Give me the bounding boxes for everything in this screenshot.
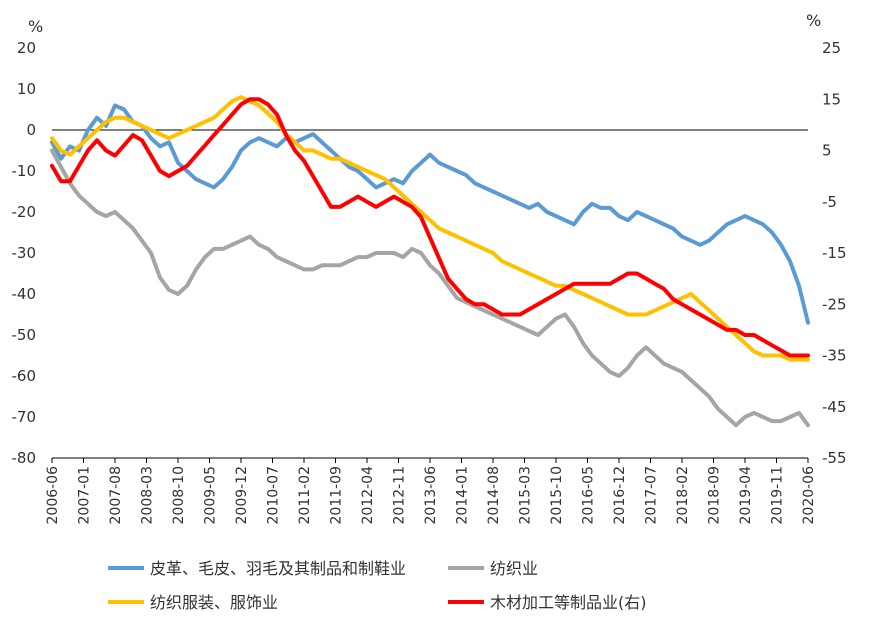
x-tick-label: 2014-08 <box>486 466 502 525</box>
x-tick-label: 2011-02 <box>297 466 313 525</box>
x-tick-label: 2018-09 <box>707 466 723 525</box>
right-tick-label: -55 <box>822 449 847 467</box>
x-tick-label: 2011-09 <box>329 466 345 525</box>
series-lines <box>50 95 810 428</box>
right-axis-ticks: 25 15 5 -5 -15 -25 -35 -45 -55 <box>822 39 847 467</box>
right-tick-label: -25 <box>822 295 847 313</box>
x-tick-label: 2008-10 <box>171 466 187 525</box>
x-tick-label: 2015-10 <box>549 466 565 525</box>
right-axis-unit: % <box>806 11 821 30</box>
x-tick-label: 2015-03 <box>518 466 534 525</box>
left-tick-label: 0 <box>26 121 36 139</box>
series-line-3 <box>50 97 810 358</box>
left-tick-label: -50 <box>12 326 37 344</box>
left-tick-label: 10 <box>17 80 36 98</box>
series-line-0 <box>50 103 810 325</box>
left-tick-label: -70 <box>12 408 37 426</box>
right-tick-label: 15 <box>822 90 841 108</box>
legend-label-3: 木材加工等制品业(右) <box>490 593 647 612</box>
legend-label-0: 皮革、毛皮、羽毛及其制品和制鞋业 <box>150 559 406 578</box>
x-tick-label: 2018-02 <box>675 466 691 525</box>
x-tick-label: 2016-12 <box>612 466 628 525</box>
x-tick-label: 2009-12 <box>234 466 250 525</box>
left-axis-ticks: 20 10 0 -10 -20 -30 -40 -50 -60 -70 -80 <box>12 39 37 467</box>
right-tick-label: 5 <box>822 142 832 160</box>
right-tick-label: -45 <box>822 398 847 416</box>
x-tick-label: 2013-06 <box>423 466 439 525</box>
x-tick-label: 2012-11 <box>392 466 408 525</box>
legend-label-2: 纺织服装、服饰业 <box>150 593 278 612</box>
x-tick-label: 2006-06 <box>45 466 61 525</box>
x-tick-label: 2012-04 <box>360 466 376 525</box>
left-tick-label: -20 <box>12 203 37 221</box>
x-tick-label: 2008-03 <box>140 466 156 525</box>
x-tick-label: 2010-07 <box>266 466 282 525</box>
x-axis-ticks: 2006-06 2007-01 2007-08 2008-03 2008-10 2009-… <box>45 458 817 525</box>
left-tick-label: -30 <box>12 244 37 262</box>
series-line-2 <box>50 95 810 362</box>
left-tick-label: -40 <box>12 285 37 303</box>
x-tick-label: 2016-05 <box>581 466 597 525</box>
left-tick-label: -60 <box>12 367 37 385</box>
x-tick-label: 2017-07 <box>644 466 660 525</box>
x-tick-label: 2009-05 <box>203 466 219 525</box>
legend-label-1: 纺织业 <box>490 559 538 578</box>
x-tick-label: 2007-08 <box>108 466 124 525</box>
left-tick-label: -10 <box>12 162 37 180</box>
right-tick-label: 25 <box>822 39 841 57</box>
series-line-1 <box>50 148 810 428</box>
x-tick-label: 2019-11 <box>770 466 786 525</box>
right-tick-label: -35 <box>822 347 847 365</box>
right-tick-label: -5 <box>822 193 837 211</box>
x-tick-label: 2020-06 <box>801 466 817 525</box>
right-tick-label: -15 <box>822 244 847 262</box>
left-tick-label: 20 <box>17 39 36 57</box>
x-tick-label: 2007-01 <box>77 466 93 525</box>
x-tick-label: 2019-04 <box>738 466 754 525</box>
left-axis-unit: % <box>28 17 43 36</box>
x-tick-label: 2014-01 <box>455 466 471 525</box>
left-tick-label: -80 <box>12 449 37 467</box>
